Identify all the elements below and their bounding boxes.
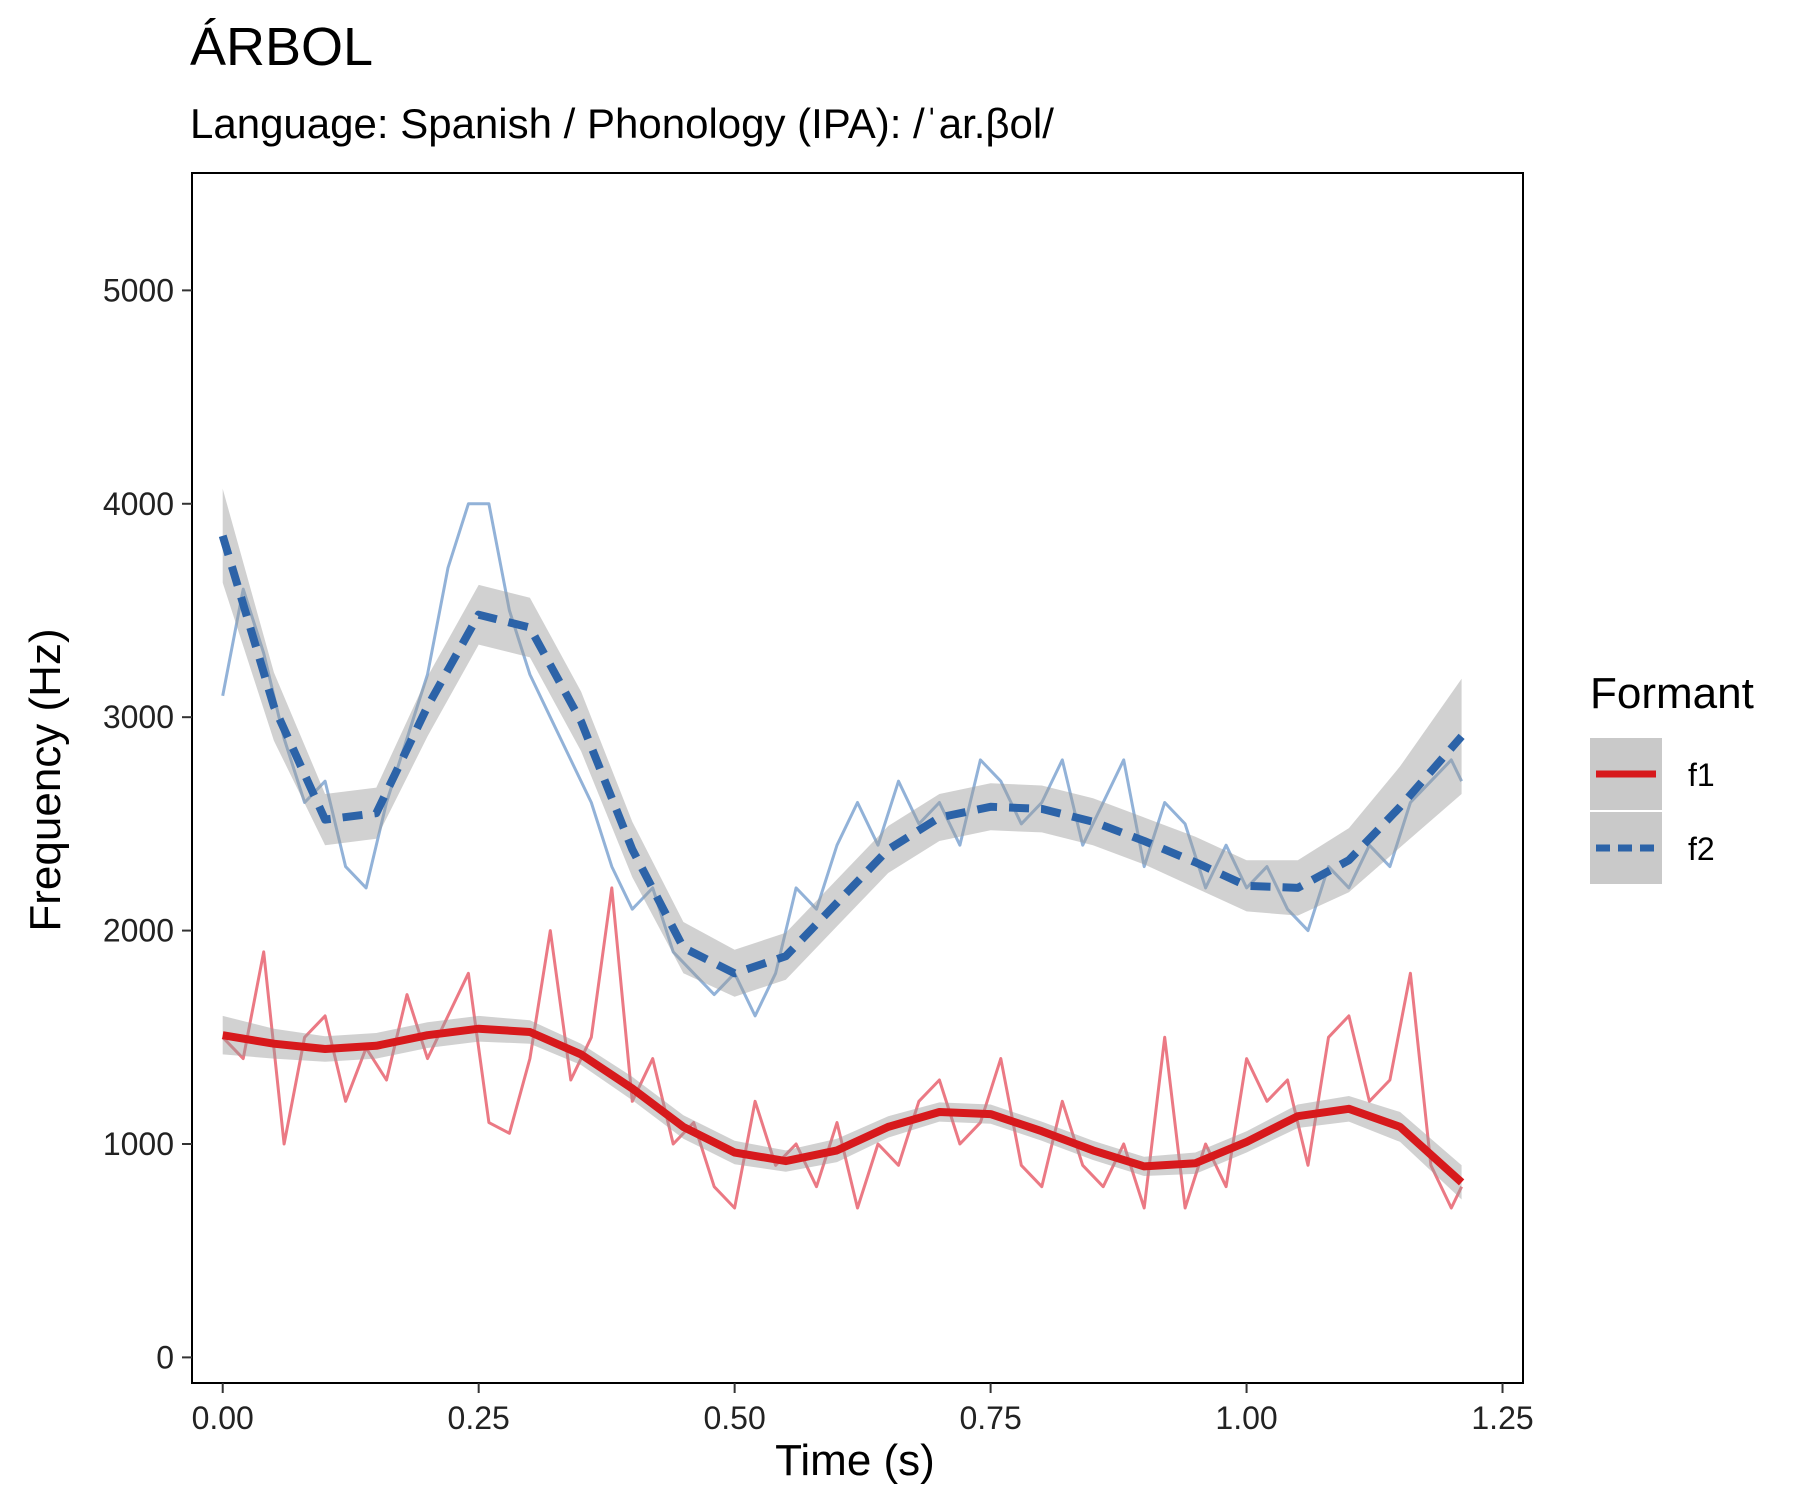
y-tick-label: 2000 <box>103 913 174 949</box>
y-tick-label: 0 <box>156 1339 174 1375</box>
x-axis-title: Time (s) <box>775 1436 935 1485</box>
legend-label-f2: f2 <box>1688 831 1715 867</box>
y-tick-label: 4000 <box>103 486 174 522</box>
series-raw-f1 <box>221 886 1463 1210</box>
x-tick-label: 1.25 <box>1471 1400 1533 1436</box>
x-tick-label: 0.25 <box>448 1400 510 1436</box>
ci-band-f2 <box>222 488 1462 997</box>
plot-panel <box>191 172 1524 1384</box>
series-raw-f2 <box>221 502 1463 1018</box>
plot-area: 0.00 0.25 0.50 0.75 1.00 1.25 0 1000 2000 3000 400… <box>103 172 1534 1436</box>
x-tick-label: 1.00 <box>1215 1400 1277 1436</box>
chart-subtitle: Language: Spanish / Phonology (IPA): /ˈa… <box>190 100 1054 147</box>
legend-title: Formant <box>1590 669 1754 718</box>
y-tick-label: 1000 <box>103 1126 174 1162</box>
x-tick-label: 0.50 <box>703 1400 765 1436</box>
y-axis-title: Frequency (Hz) <box>21 628 70 931</box>
y-tick-label: 5000 <box>103 272 174 308</box>
chart-title: ÁRBOL <box>190 17 373 77</box>
legend: Formant f1 f2 <box>1590 669 1754 884</box>
legend-label-f1: f1 <box>1688 757 1715 793</box>
x-tick-label: 0.00 <box>192 1400 254 1436</box>
y-tick-label: 3000 <box>103 699 174 735</box>
series-smooth-f1 <box>222 1024 1465 1186</box>
x-tick-label: 0.75 <box>959 1400 1021 1436</box>
series-smooth-f2 <box>218 534 1465 978</box>
